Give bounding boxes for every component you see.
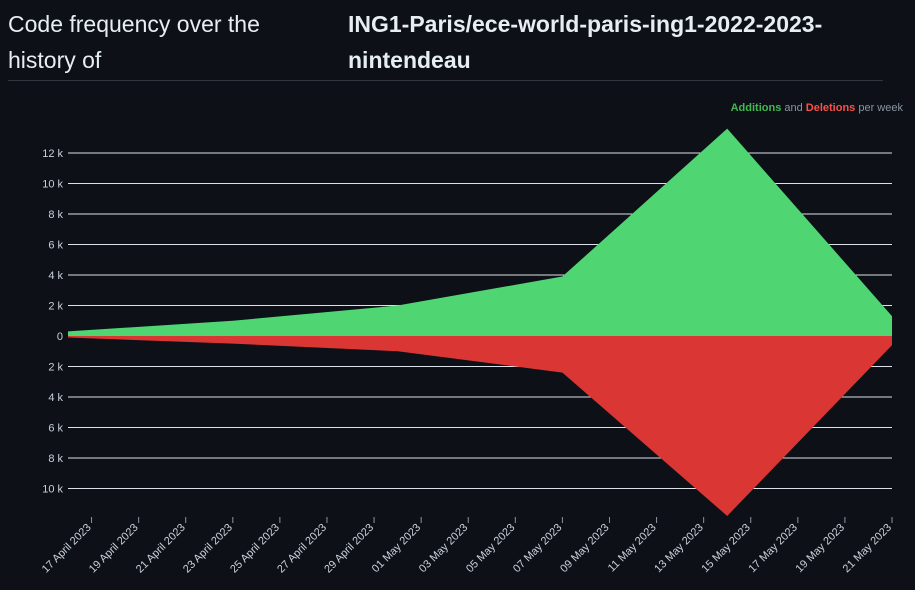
y-tick-label: 8 k	[48, 453, 63, 465]
y-tick-label: 10 k	[42, 179, 63, 191]
x-tick-label: 29 April 2023	[322, 522, 376, 576]
x-tick-label: 27 April 2023	[275, 522, 329, 576]
y-tick-label: 8 k	[48, 209, 63, 221]
x-tick-label: 21 April 2023	[134, 522, 188, 576]
x-tick-label: 13 May 2023	[652, 522, 705, 575]
x-tick-label: 19 May 2023	[794, 522, 847, 575]
x-tick-label: 19 April 2023	[87, 522, 141, 576]
x-tick-label: 17 April 2023	[40, 522, 94, 576]
additions-area[interactable]	[68, 128, 892, 336]
legend-additions: Additions	[730, 102, 782, 114]
x-tick-label: 09 May 2023	[558, 522, 611, 575]
y-tick-label: 0	[57, 331, 63, 343]
y-tick-label: 4 k	[48, 392, 63, 404]
page-title: Code frequency over the history of	[8, 11, 260, 73]
x-tick-label: 05 May 2023	[464, 522, 517, 575]
y-tick-label: 6 k	[48, 240, 63, 252]
legend-deletions: Deletions	[805, 102, 856, 114]
chart-legend: Additions and Deletions per week	[731, 102, 903, 114]
page-header: Code frequency over the history of ING1-…	[8, 6, 883, 81]
y-tick-label: 6 k	[48, 423, 63, 435]
deletions-area[interactable]	[68, 336, 892, 516]
y-tick-label: 4 k	[48, 270, 63, 282]
x-tick-label: 15 May 2023	[699, 522, 752, 575]
x-tick-label: 17 May 2023	[746, 522, 799, 575]
repo-name[interactable]: ING1-Paris/ece-world-paris-ing1-2022-202…	[348, 11, 823, 73]
x-tick-label: 11 May 2023	[606, 522, 659, 575]
y-tick-label: 12 k	[42, 148, 63, 160]
x-tick-label: 07 May 2023	[511, 522, 564, 575]
x-tick-label: 25 April 2023	[228, 522, 282, 576]
x-tick-label: 01 May 2023	[370, 522, 423, 575]
x-tick-label: 21 May 2023	[841, 522, 894, 575]
x-tick-label: 03 May 2023	[417, 522, 470, 575]
x-tick-label: 23 April 2023	[181, 522, 235, 576]
y-tick-label: 10 k	[42, 484, 63, 496]
y-tick-label: 2 k	[48, 301, 63, 313]
y-tick-label: 2 k	[48, 362, 63, 374]
legend-suffix: per week	[855, 102, 903, 114]
legend-and: and	[781, 102, 806, 114]
